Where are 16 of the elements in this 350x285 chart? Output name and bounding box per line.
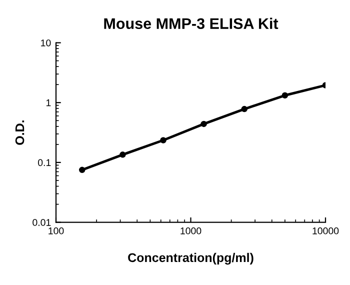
x-axis-title: Concentration(pg/ml): [128, 252, 254, 265]
y-tick-label: 0.1: [38, 159, 51, 166]
y-axis-title: O.D.: [15, 120, 24, 145]
x-tick-label: 1000: [180, 227, 202, 234]
y-tick-label: 10: [41, 39, 51, 46]
point: [160, 137, 166, 144]
y-tick-label: 1: [46, 99, 51, 106]
chart-title: Mouse MMP-3 ELISA Kit: [104, 18, 278, 30]
x-tick-label: 100: [48, 227, 64, 234]
point: [282, 92, 288, 99]
point: [120, 152, 126, 158]
point: [241, 106, 248, 112]
x-tick-label: 10000: [312, 227, 339, 234]
y-tick-label: 0.01: [32, 219, 51, 226]
point: [78, 166, 86, 174]
point: [200, 120, 207, 128]
